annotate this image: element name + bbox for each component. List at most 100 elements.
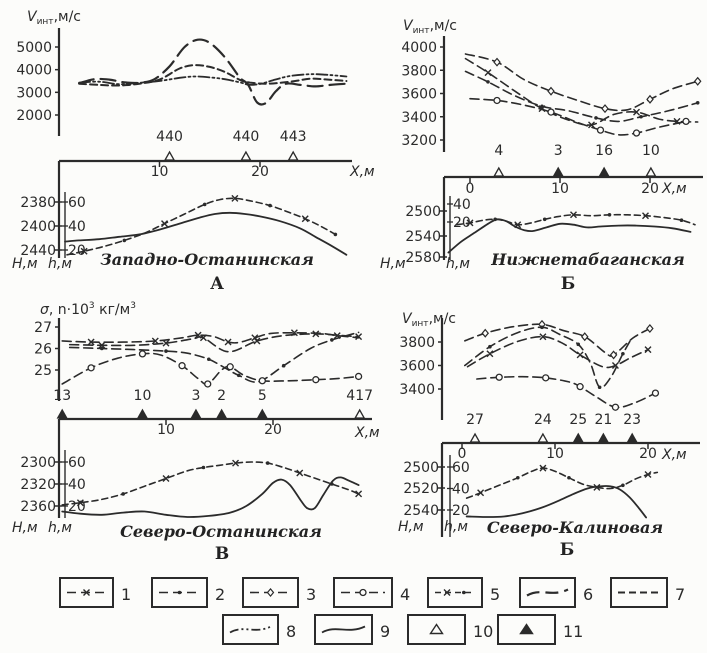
h-tick-label: 40	[68, 477, 86, 493]
dot-marker	[540, 104, 544, 109]
legend-box	[497, 614, 556, 645]
legend-box	[407, 614, 466, 645]
diamond-marker	[693, 76, 702, 86]
axis-title: σ, n·103 кг/м3	[40, 301, 136, 318]
diamond-marker	[580, 332, 589, 342]
x-marker	[576, 351, 584, 359]
x-marker	[151, 337, 159, 345]
diamond-marker	[266, 587, 275, 598]
circle-marker	[495, 373, 503, 381]
legend-number: 10	[473, 622, 493, 641]
dot-marker	[177, 590, 182, 595]
circle-marker	[611, 403, 620, 411]
legend-item-9: 9	[314, 614, 390, 645]
well-triangle-filled	[190, 408, 202, 419]
dot-marker	[639, 114, 643, 119]
x-tick-label: 20	[639, 446, 657, 462]
circle-marker	[493, 96, 501, 105]
panel-letter-b: Б	[560, 274, 576, 294]
legend-box	[242, 577, 299, 608]
panel-letter-a: А	[210, 274, 224, 294]
dot-marker	[488, 344, 492, 349]
legend-triangle-filled	[519, 623, 534, 635]
circle-marker	[258, 377, 266, 385]
x-marker	[486, 350, 494, 358]
x-marker	[162, 339, 170, 347]
legend-line	[321, 625, 366, 634]
H-tick-label: 2500	[403, 460, 439, 476]
y-tick-label: 3800	[401, 63, 437, 79]
legend-item-10: 10	[407, 614, 493, 645]
dot-marker	[201, 465, 206, 470]
dot-marker	[607, 213, 612, 217]
legend-item-6: 6	[519, 577, 593, 608]
circle-marker	[204, 380, 212, 388]
well-triangle-filled	[56, 408, 68, 419]
axis-title: Vинт,м/с	[402, 311, 456, 329]
legend-triangle-open	[429, 623, 444, 635]
H-axis-label: H,м	[398, 519, 424, 535]
circle-marker	[542, 374, 550, 382]
series-legend-4	[61, 352, 360, 386]
x-tick-label: 20	[264, 422, 282, 438]
dot-marker	[268, 203, 272, 208]
series-legend-1	[466, 335, 649, 369]
H-tick-label: 2540	[403, 503, 439, 519]
series-legend-7	[78, 64, 348, 87]
legend-box	[610, 577, 668, 608]
legend: 1 2 3 4 5 6 7 8 9 10 11	[59, 577, 685, 645]
diamond-marker	[481, 328, 490, 338]
well-triangle-filled	[216, 408, 228, 419]
dot-marker	[265, 461, 270, 465]
H-axis-label: H,м	[12, 256, 38, 272]
H-tick-label: 2540	[405, 229, 441, 245]
x-marker	[199, 334, 207, 342]
x-marker	[232, 459, 240, 467]
legend-number: 1	[121, 585, 131, 604]
well-triangle-open	[287, 150, 299, 161]
series-legend-1	[464, 57, 699, 126]
dot-marker	[330, 338, 334, 342]
x-tick-label: 0	[466, 181, 475, 197]
x-marker	[161, 220, 169, 228]
x-tick-label: 10	[551, 181, 569, 197]
circle-marker	[138, 350, 147, 358]
y-tick-label: 4000	[401, 40, 437, 56]
dot-marker	[236, 373, 241, 378]
circle-marker	[651, 389, 660, 397]
well-number-label: 443	[280, 129, 307, 145]
dot-marker	[164, 349, 168, 353]
h-tick-label: 40	[453, 197, 471, 213]
well-triangle-open	[537, 432, 549, 443]
y-tick-label: 26	[34, 342, 52, 358]
h-axis-label: h,м	[48, 520, 72, 536]
y-tick-label: 3600	[399, 359, 435, 375]
legend-box	[151, 577, 208, 608]
series-legend-9	[61, 476, 360, 518]
x-marker	[162, 475, 170, 482]
circle-marker	[178, 362, 186, 370]
H-tick-label: 2500	[405, 204, 441, 220]
x-marker	[98, 341, 106, 349]
diamond-marker	[646, 323, 654, 334]
legend-box	[333, 577, 393, 608]
x-marker	[224, 338, 232, 346]
legend-box	[314, 614, 373, 645]
axis-title: Vинт,м/с	[27, 9, 81, 27]
well-number-label: 10	[134, 388, 152, 404]
well-triangle-filled	[572, 432, 584, 443]
series-legend-5	[465, 467, 659, 499]
y-tick-label: 25	[34, 363, 52, 379]
well-number-label: 27	[466, 412, 484, 428]
x-marker	[443, 589, 451, 596]
H-axis-label: H,м	[12, 520, 38, 536]
x-marker	[301, 215, 309, 223]
field-name-zapadno-ostaninskaya: Западно-Останинская	[100, 250, 314, 269]
x-marker	[296, 469, 304, 477]
well-triangle-open	[493, 166, 505, 177]
diamond-marker	[646, 94, 654, 104]
well-number-label: 10	[642, 143, 660, 159]
